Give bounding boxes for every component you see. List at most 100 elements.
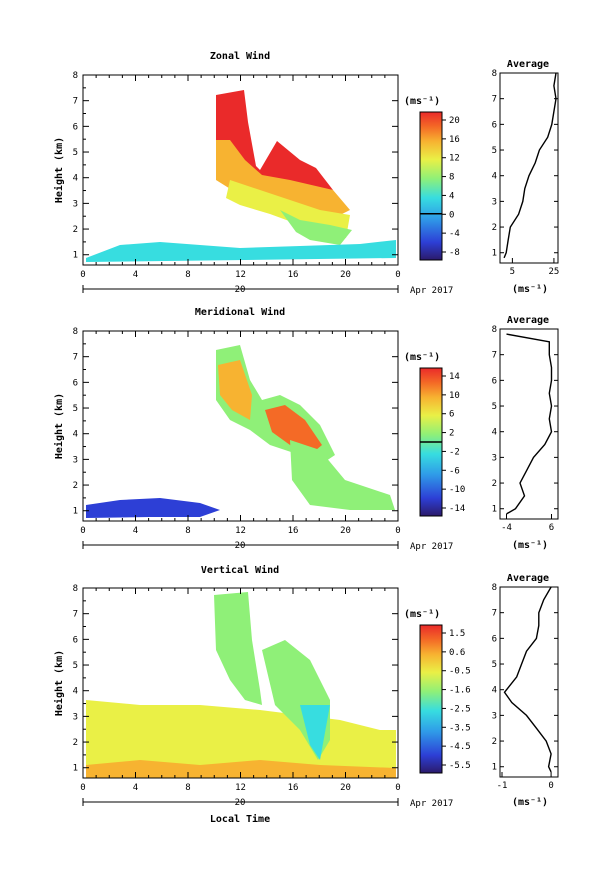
vertical-profile-y-tick-label: 8 [492, 583, 497, 593]
meridional-profile-line [506, 333, 553, 515]
meridional-profile: 1 2 3 4 5 6 7 8 -4 6 [492, 325, 558, 533]
meridional-profile-y-tick-label: 3 [492, 453, 497, 463]
zonal-profile-y-tick-label: 5 [492, 146, 497, 156]
vertical-profile-y-tick-label: 6 [492, 634, 497, 644]
zonal-colorbar [419, 111, 443, 261]
meridional-y-label: Height (km) [53, 393, 65, 459]
meridional-y-tick-label: 7 [73, 353, 78, 363]
zonal-colorbar-unit: (ms⁻¹) [404, 96, 440, 107]
zonal-colorbar-tick-label: 0 [449, 210, 454, 220]
vertical-y-axis: 1 2 3 4 5 6 7 8 [73, 584, 398, 774]
vertical-colorbar-unit: (ms⁻¹) [404, 609, 440, 620]
vertical-colorbar [419, 624, 443, 774]
vertical-y-tick-label: 1 [73, 764, 78, 774]
zonal-profile-y-tick-label: 8 [492, 69, 497, 79]
zonal-profile-y-tick-label: 7 [492, 95, 497, 105]
vertical-y-tick-label: 4 [73, 687, 78, 697]
meridional-y-tick-label: 2 [73, 481, 78, 491]
vertical-x-axis: 0 4 8 12 16 20 0 [80, 588, 401, 793]
zonal-date-day: 20 [235, 285, 246, 295]
meridional-surface-band [86, 498, 220, 518]
zonal-colorbar-tick-label: 12 [449, 154, 460, 164]
meridional-upper-region [218, 360, 252, 420]
zonal-x-tick-label: 8 [185, 270, 190, 280]
zonal-colorbar-tick-label: 8 [449, 173, 454, 183]
vertical-profile-line [503, 586, 552, 773]
zonal-y-tick-label: 3 [73, 199, 78, 209]
vertical-colorbar-tick-label: 0.6 [449, 648, 465, 658]
meridional-x-axis: 0 4 8 12 16 20 0 [80, 331, 401, 536]
vertical-y-tick-label: 7 [73, 610, 78, 620]
meridional-y-tick-label: 5 [73, 404, 78, 414]
zonal-y-tick-label: 2 [73, 225, 78, 235]
vertical-colorbar-tick-label: -4.5 [449, 742, 471, 752]
vertical-downdraft-core [300, 705, 330, 760]
vertical-y-tick-label: 3 [73, 712, 78, 722]
zonal-profile-y-tick-label: 4 [492, 172, 497, 182]
meridional-profile-y-tick-label: 7 [492, 351, 497, 361]
meridional-y-tick-label: 1 [73, 507, 78, 517]
meridional-profile-y-tick-label: 6 [492, 376, 497, 386]
vertical-profile-y-tick-label: 4 [492, 686, 497, 696]
vertical-profile: 1 2 3 4 5 6 7 8 -1 0 [492, 583, 558, 791]
meridional-date-axis: 20 Apr 2017 [82, 541, 453, 552]
zonal-x-tick-label: 20 [340, 270, 351, 280]
meridional-colorbar-tick-label: 6 [449, 410, 454, 420]
vertical-y-tick-label: 2 [73, 738, 78, 748]
meridional-y-tick-label: 6 [73, 378, 78, 388]
zonal-y-label: Height (km) [53, 137, 65, 203]
meridional-profile-title: Average [507, 315, 549, 326]
meridional-colorbar-ticks: 14 10 6 2 -2 -6 -10 -14 [420, 372, 465, 514]
zonal-profile-x-tick-label: 5 [510, 267, 515, 277]
zonal-profile-xlabel: (ms⁻¹) [512, 284, 548, 295]
meridional-colorbar-tick-label: -14 [449, 504, 465, 514]
meridional-colorbar-tick-label: -6 [449, 466, 460, 476]
vertical-date-day: 20 [235, 798, 246, 808]
meridional-profile-x-tick-label: -4 [501, 523, 512, 533]
vertical-date-month: Apr 2017 [410, 799, 453, 809]
zonal-colorbar-tick-label: 16 [449, 135, 460, 145]
meridional-profile-y-tick-label: 8 [492, 325, 497, 335]
zonal-x-tick-label: 12 [235, 270, 246, 280]
meridional-jet-region [265, 405, 322, 455]
meridional-x-tick-label: 20 [340, 526, 351, 536]
meridional-profile-y-tick-label: 1 [492, 505, 497, 515]
zonal-profile-title: Average [507, 59, 549, 70]
vertical-profile-xlabel: (ms⁻¹) [512, 797, 548, 808]
vertical-profile-x-tick-label: 0 [548, 781, 553, 791]
zonal-colorbar-tick-label: 4 [449, 191, 454, 201]
vertical-x-tick-label: 0 [80, 783, 85, 793]
zonal-profile-y-tick-label: 6 [492, 120, 497, 130]
meridional-x-tick-label: 0 [395, 526, 400, 536]
vertical-y-tick-label: 6 [73, 635, 78, 645]
zonal-profile-line [503, 72, 557, 259]
vertical-x-tick-label: 4 [133, 783, 138, 793]
zonal-profile: 1 2 3 4 5 6 7 8 5 25 [492, 69, 560, 277]
vertical-profile-y-tick-label: 2 [492, 737, 497, 747]
vertical-x-tick-label: 16 [288, 783, 299, 793]
meridional-x-tick-label: 4 [133, 526, 138, 536]
vertical-x-tick-label: 0 [395, 783, 400, 793]
meridional-y-tick-label: 3 [73, 455, 78, 465]
vertical-profile-x-tick-label: -1 [497, 781, 508, 791]
vertical-profile-frame [499, 586, 559, 778]
vertical-x-tick-label: 20 [340, 783, 351, 793]
zonal-y-tick-label: 8 [73, 71, 78, 81]
vertical-core-region [214, 592, 262, 705]
zonal-surface-band [86, 240, 396, 262]
meridional-colorbar-tick-label: 14 [449, 372, 460, 382]
meridional-profile-y-tick-label: 2 [492, 479, 497, 489]
meridional-profile-frame [499, 328, 559, 520]
meridional-x-tick-label: 12 [235, 526, 246, 536]
meridional-profile-x-tick-label: 6 [549, 523, 554, 533]
vertical-profile-y-tick-label: 1 [492, 763, 497, 773]
vertical-heatmap [86, 592, 396, 778]
meridional-title: Meridional Wind [195, 306, 285, 318]
zonal-date-axis: 20 Apr 2017 [82, 285, 453, 296]
zonal-title: Zonal Wind [210, 50, 270, 62]
zonal-x-tick-label: 16 [288, 270, 299, 280]
meridional-profile-xlabel: (ms⁻¹) [512, 540, 548, 551]
vertical-y-tick-label: 8 [73, 584, 78, 594]
zonal-profile-frame [499, 72, 559, 264]
